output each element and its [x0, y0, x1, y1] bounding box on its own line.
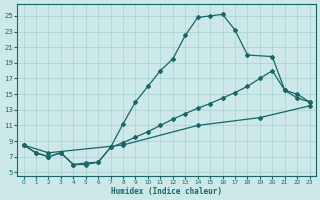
X-axis label: Humidex (Indice chaleur): Humidex (Indice chaleur) [111, 187, 222, 196]
